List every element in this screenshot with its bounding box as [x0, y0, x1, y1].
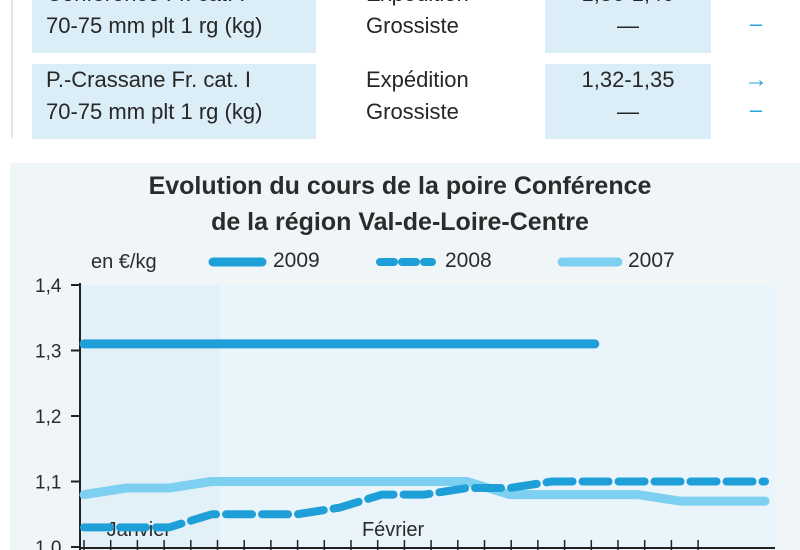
series-line-2007: [79, 477, 770, 506]
y-tick-label: 1,1: [35, 473, 61, 494]
price-grossiste: —: [617, 13, 639, 38]
stage-cell: Expédition Grossiste: [366, 0, 516, 42]
trend-arrow-icon: →: [736, 0, 776, 10]
product-spec: 70-75 mm plt 1 rg (kg): [46, 13, 263, 38]
price-expedition: 1,36-1,40: [545, 0, 711, 10]
price-cell: 1,32-1,35 —: [545, 64, 711, 139]
product-spec: 70-75 mm plt 1 rg (kg): [46, 99, 263, 124]
trend-cell: → –: [736, 0, 776, 38]
chart-title: Evolution du cours de la poire Conférenc…: [148, 172, 652, 200]
plot-band: [220, 285, 775, 550]
y-tick-label: 1,2: [35, 407, 61, 428]
y-tick-label: 1,0: [35, 538, 61, 550]
price-expedition: 1,32-1,35: [581, 67, 675, 92]
price-table: Conférence Fr. cat. I 70-75 mm plt 1 rg …: [0, 0, 800, 150]
legend-label-2009: 2009: [273, 249, 320, 272]
price-cell: 1,36-1,40 —: [545, 0, 711, 53]
stage-grossiste: Grossiste: [366, 13, 459, 38]
y-unit-label: en €/kg: [91, 251, 157, 273]
trend-dash-icon: –: [749, 97, 763, 122]
stage-grossiste: Grossiste: [366, 99, 459, 124]
product-cell: P.-Crassane Fr. cat. I 70-75 mm plt 1 rg…: [32, 64, 316, 139]
trend-arrow-icon: →: [744, 66, 768, 93]
x-tick-label: Février: [362, 519, 425, 541]
stage-expedition: Expédition: [366, 67, 469, 92]
price-grossiste: —: [617, 99, 639, 124]
table-left-rule: [11, 0, 13, 138]
y-tick-label: 1,4: [35, 276, 62, 297]
chart-subtitle: de la région Val-de-Loire-Centre: [211, 208, 589, 236]
stage-expedition: Expédition: [366, 0, 516, 10]
trend-dash-icon: –: [749, 11, 763, 36]
y-tick-label: 1,3: [35, 342, 61, 363]
product-name: P.-Crassane Fr. cat. I: [46, 67, 252, 92]
product-cell: Conférence Fr. cat. I 70-75 mm plt 1 rg …: [32, 0, 316, 53]
trend-cell: → –: [736, 64, 776, 124]
series-line-2008: [80, 477, 769, 532]
stage-cell: Expédition Grossiste: [366, 64, 516, 128]
product-name: Conférence Fr. cat. I: [32, 0, 316, 10]
legend-label-2007: 2007: [628, 249, 675, 272]
legend-label-2008: 2008: [445, 249, 492, 272]
